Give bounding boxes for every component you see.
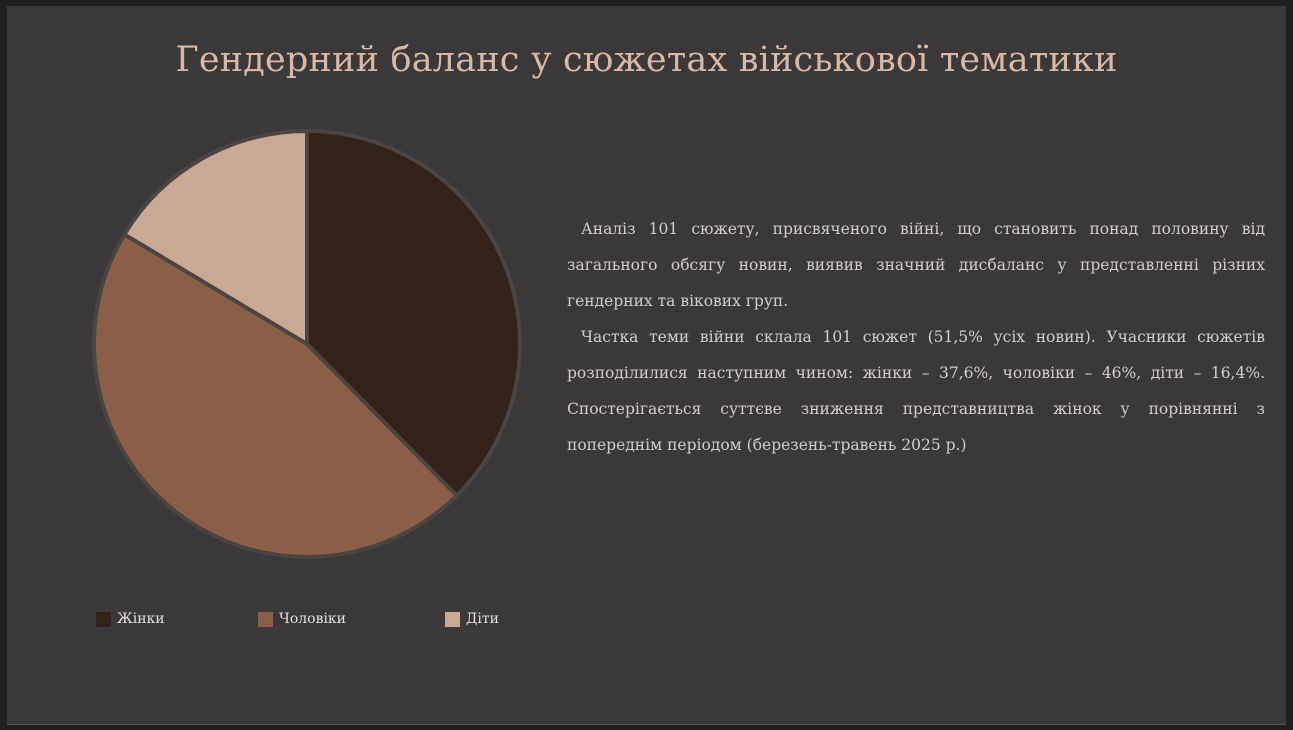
analysis-text: Аналіз 101 сюжету, присвяченого війні, щ… xyxy=(567,211,1265,463)
legend-label: Чоловіки xyxy=(279,611,347,627)
legend-item-zhinky: Жінки xyxy=(96,611,165,627)
pie-slice-zhinky xyxy=(305,129,522,498)
paragraph: Аналіз 101 сюжету, присвяченого війні, щ… xyxy=(567,220,1265,310)
pie-slices xyxy=(92,129,522,559)
pie-slice-dity xyxy=(122,129,309,346)
paragraph: Частка теми війни склала 101 сюжет (51,5… xyxy=(567,328,1265,454)
pie-slice-cholovіky xyxy=(92,232,459,559)
legend-swatch xyxy=(258,611,273,627)
slide: Гендерний баланс у сюжетах військової те… xyxy=(7,6,1286,725)
legend-label: Діти xyxy=(466,611,499,627)
legend-swatch xyxy=(445,611,460,627)
legend-item-cholovіky: Чоловіки xyxy=(258,611,346,627)
legend-swatch xyxy=(96,611,111,627)
slide-title: Гендерний баланс у сюжетах військової те… xyxy=(175,40,1118,80)
legend-label: Жінки xyxy=(117,611,165,627)
chart-legend: Жінки Чоловіки Діти xyxy=(7,611,607,631)
pie-chart xyxy=(92,129,522,559)
legend-item-dity: Діти xyxy=(445,611,499,627)
